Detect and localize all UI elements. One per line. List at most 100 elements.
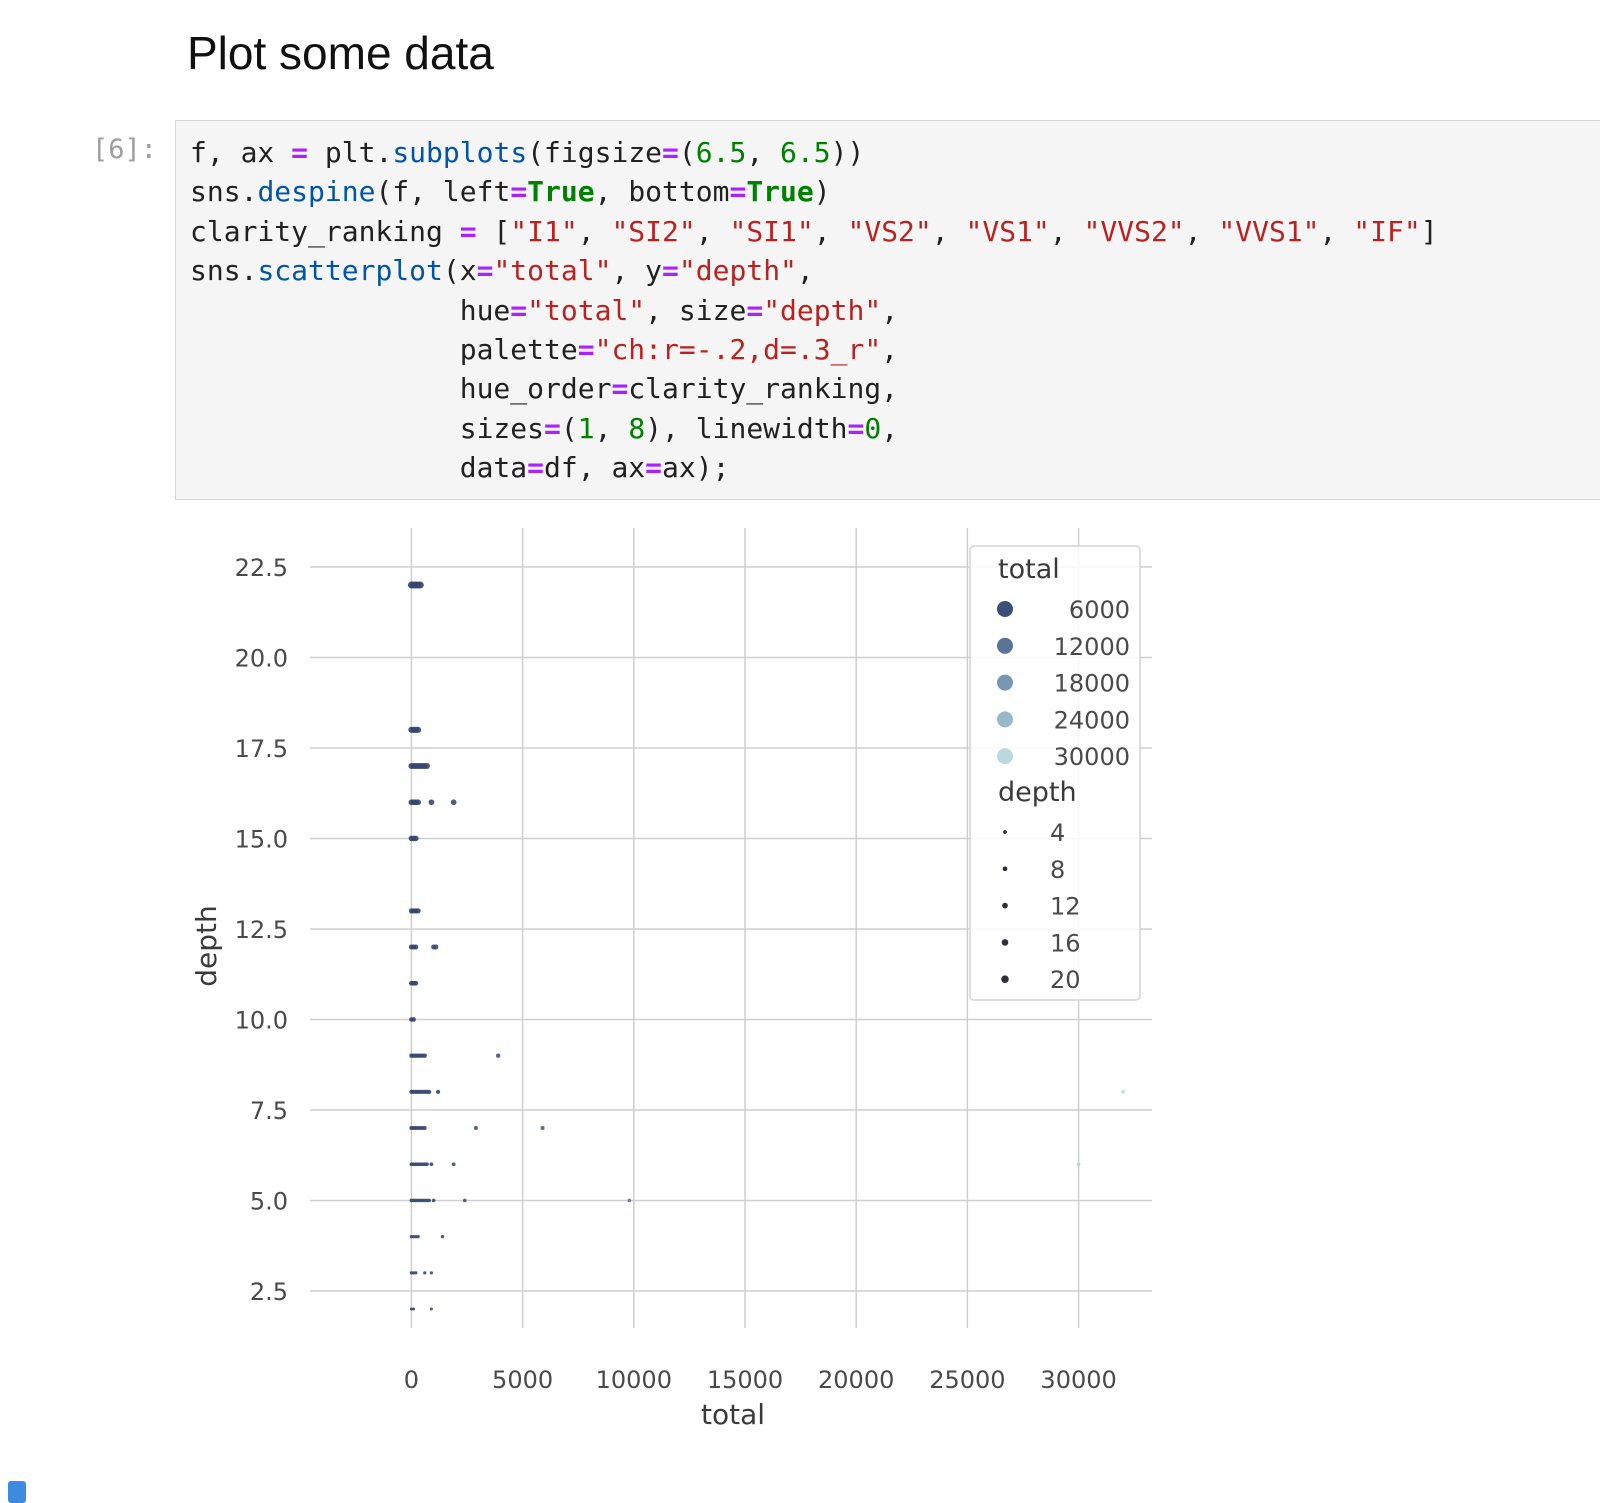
code-token: True (527, 175, 595, 209)
legend-hue-label: 6000 (1069, 596, 1130, 624)
x-tick-label: 25000 (929, 1366, 1005, 1394)
code-token: "SI2" (611, 214, 696, 248)
scatter-point (422, 1053, 427, 1058)
scatter-point (413, 944, 419, 950)
code-editor[interactable]: f, ax = plt.subplots(figsize=(6.5, 6.5))… (190, 133, 1438, 488)
code-cell[interactable]: f, ax = plt.subplots(figsize=(6.5, 6.5))… (175, 120, 1600, 500)
code-token: ) (813, 175, 831, 209)
x-tick-label: 30000 (1040, 1366, 1116, 1394)
code-token: , (931, 214, 966, 248)
legend-hue-label: 18000 (1054, 670, 1130, 698)
cell-execution-count: [6]: (92, 134, 158, 165)
code-token: , y (611, 254, 663, 288)
code-token: sns. (190, 254, 258, 288)
code-token: , (881, 293, 899, 327)
code-token: , (1049, 214, 1084, 248)
code-token: , (746, 136, 781, 169)
code-token: = (746, 293, 764, 327)
y-tick-label: 20.0 (235, 644, 288, 672)
code-token: 6.5 (780, 136, 831, 169)
code-line: hue_order=clarity_ranking, (190, 369, 1438, 408)
code-token: = (527, 451, 545, 485)
code-token: , (577, 214, 612, 248)
legend-size-marker (1001, 975, 1009, 983)
code-token: subplots (392, 136, 528, 169)
code-token: = (645, 451, 663, 485)
code-token: = (476, 254, 494, 288)
code-token: df, ax (544, 451, 646, 485)
code-token: , size (645, 293, 747, 327)
code-token: , (881, 411, 899, 445)
legend-hue-marker (997, 674, 1013, 691)
scatter-point (433, 944, 439, 950)
legend-size-marker (1002, 866, 1008, 872)
scatter-point (409, 1307, 413, 1311)
code-token: "I1" (510, 214, 578, 248)
scatter-point (415, 908, 421, 914)
scatter-point (416, 1234, 420, 1239)
legend-size-label: 8 (1050, 856, 1065, 884)
code-line: sizes=(1, 8), linewidth=0, (190, 409, 1438, 448)
scatter-point (409, 1271, 413, 1275)
code-token: "IF" (1353, 214, 1421, 248)
code-token: , (1184, 214, 1219, 248)
legend-hue-label: 12000 (1054, 633, 1130, 661)
legend-size-label: 16 (1050, 929, 1081, 957)
legend-hue-marker (997, 637, 1013, 654)
code-token: (figsize (527, 136, 663, 169)
code-token: "total" (527, 293, 646, 327)
code-token: = (847, 411, 865, 445)
code-token: , (695, 214, 730, 248)
legend-size-marker (1002, 902, 1008, 909)
legend-hue-marker (997, 711, 1013, 728)
code-token: ax); (662, 451, 730, 485)
code-token: 6.5 (695, 136, 747, 169)
code-line: sns.despine(f, left=True, bottom=True) (190, 172, 1438, 211)
scatter-point (435, 1089, 441, 1094)
y-tick-label: 15.0 (235, 825, 288, 853)
code-token: 1 (577, 411, 595, 445)
legend-box (969, 545, 1141, 1001)
code-token: 8 (628, 411, 646, 445)
scatter-point (440, 1234, 445, 1239)
scatter-point (414, 1271, 418, 1275)
code-token: plt. (308, 136, 393, 169)
scatter-point (412, 1307, 416, 1311)
code-token: sizes (190, 411, 545, 445)
scatter-point (429, 1271, 434, 1275)
code-token: "total" (493, 254, 612, 288)
code-token: (f, left (375, 175, 511, 209)
legend-hue-label: 24000 (1054, 706, 1130, 734)
legend-size-label: 4 (1050, 819, 1065, 847)
code-token: data (190, 451, 528, 485)
code-token: clarity_ranking, (628, 372, 899, 406)
code-token: = (510, 293, 528, 327)
y-tick-label: 7.5 (250, 1097, 288, 1125)
scatter-point (412, 1271, 416, 1275)
code-token: (x (442, 254, 477, 288)
scatter-point (413, 980, 419, 986)
code-token: sns. (190, 175, 258, 209)
scatter-point (540, 1126, 545, 1131)
code-token: despine (257, 175, 376, 209)
code-token: "ch:r=-.2,d=.3_r" (594, 332, 882, 366)
scatter-point (427, 1198, 431, 1203)
code-line: hue="total", size="depth", (190, 291, 1438, 330)
code-line: palette="ch:r=-.2,d=.3_r", (190, 330, 1438, 369)
x-tick-labels: 0 5000 10000 15000 20000 25000 30000 (404, 1366, 1117, 1394)
code-token: , (881, 332, 899, 366)
chart-legend: total 6000 12000 18000 24000 30000 depth 4 8 12 16… (969, 545, 1141, 1001)
code-token: clarity_ranking (190, 214, 460, 248)
cell-cursor-marker (8, 1481, 26, 1503)
scatter-point (431, 1198, 436, 1203)
scatter-point (422, 1126, 427, 1131)
scatter-point (1120, 1089, 1126, 1094)
legend-size-label: 20 (1050, 966, 1081, 994)
scatter-point (428, 799, 435, 806)
code-token: = (459, 214, 477, 248)
scatter-point (1076, 1162, 1081, 1167)
scatter-point (413, 835, 419, 842)
code-token: hue (190, 293, 511, 327)
code-line: clarity_ranking = ["I1", "SI2", "SI1", "… (190, 212, 1438, 251)
